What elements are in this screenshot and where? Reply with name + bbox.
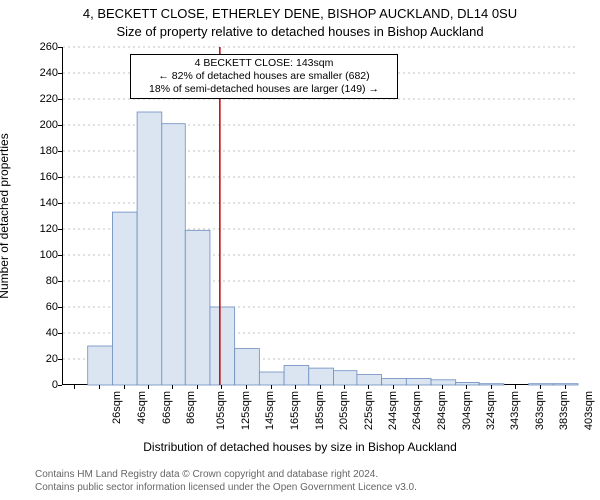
x-tick-label: 86sqm xyxy=(185,391,197,424)
y-axis-label: Number of detached properties xyxy=(0,51,11,216)
chart-root: 4, BECKETT CLOSE, ETHERLEY DENE, BISHOP … xyxy=(0,0,600,500)
y-tick-label: 0 xyxy=(18,379,58,391)
x-tick-label: 46sqm xyxy=(136,391,148,424)
histogram-bar xyxy=(456,382,479,385)
x-tick-label: 363sqm xyxy=(534,391,546,430)
histogram-bar xyxy=(162,124,185,385)
annotation-line3: 18% of semi-detached houses are larger (… xyxy=(137,83,391,96)
y-tick-label: 240 xyxy=(18,67,58,79)
x-tick-label: 284sqm xyxy=(436,391,448,430)
histogram-bar xyxy=(333,371,356,385)
y-tick-label: 100 xyxy=(18,249,58,261)
footer-line1: Contains HM Land Registry data © Crown c… xyxy=(35,469,417,482)
x-tick-label: 125sqm xyxy=(240,391,252,430)
x-tick-label: 264sqm xyxy=(411,391,423,430)
y-tick-label: 40 xyxy=(18,327,58,339)
x-tick-label: 225sqm xyxy=(363,391,375,430)
annotation-line2: ← 82% of detached houses are smaller (68… xyxy=(137,70,391,83)
annotation-line1: 4 BECKETT CLOSE: 143sqm xyxy=(137,57,391,70)
histogram-bar xyxy=(284,366,309,386)
x-tick-label: 403sqm xyxy=(583,391,595,430)
histogram-bar xyxy=(88,346,113,385)
y-tick-label: 260 xyxy=(18,41,58,53)
chart-title-subtitle: Size of property relative to detached ho… xyxy=(0,24,600,39)
y-tick-label: 20 xyxy=(18,353,58,365)
x-tick-label: 165sqm xyxy=(289,391,301,430)
y-tick-label: 160 xyxy=(18,171,58,183)
x-tick-label: 343sqm xyxy=(509,391,521,430)
footer-line2: Contains public sector information licen… xyxy=(35,482,417,495)
histogram-bar xyxy=(137,112,162,385)
histogram-bar xyxy=(406,379,431,386)
x-tick-label: 304sqm xyxy=(461,391,473,430)
y-tick-label: 120 xyxy=(18,223,58,235)
histogram-bar xyxy=(357,375,382,385)
histogram-bar xyxy=(382,379,407,386)
y-tick-label: 140 xyxy=(18,197,58,209)
y-tick-label: 180 xyxy=(18,145,58,157)
chart-title-address: 4, BECKETT CLOSE, ETHERLEY DENE, BISHOP … xyxy=(0,6,600,21)
x-tick-label: 26sqm xyxy=(111,391,123,424)
x-axis-label: Distribution of detached houses by size … xyxy=(0,440,600,454)
histogram-bar xyxy=(235,349,260,385)
x-tick-label: 185sqm xyxy=(314,391,326,430)
y-tick-label: 200 xyxy=(18,119,58,131)
histogram-bar xyxy=(553,384,578,385)
x-tick-label: 145sqm xyxy=(264,391,276,430)
histogram-bar xyxy=(185,230,210,385)
y-tick-label: 220 xyxy=(18,93,58,105)
histogram-bar xyxy=(210,307,235,385)
histogram-bar xyxy=(309,368,334,385)
histogram-bar xyxy=(479,384,504,385)
footer-attribution: Contains HM Land Registry data © Crown c… xyxy=(35,469,417,494)
x-tick-label: 324sqm xyxy=(486,391,498,430)
annotation-box: 4 BECKETT CLOSE: 143sqm ← 82% of detache… xyxy=(130,54,398,99)
histogram-bar xyxy=(431,380,456,385)
x-tick-label: 383sqm xyxy=(558,391,570,430)
x-tick-label: 66sqm xyxy=(161,391,173,424)
x-tick-label: 105sqm xyxy=(215,391,227,430)
y-tick-label: 80 xyxy=(18,275,58,287)
y-tick-label: 60 xyxy=(18,301,58,313)
x-tick-label: 244sqm xyxy=(387,391,399,430)
histogram-bar xyxy=(529,384,554,385)
histogram-bar xyxy=(259,372,284,385)
histogram-bar xyxy=(112,212,137,385)
x-tick-label: 205sqm xyxy=(339,391,351,430)
